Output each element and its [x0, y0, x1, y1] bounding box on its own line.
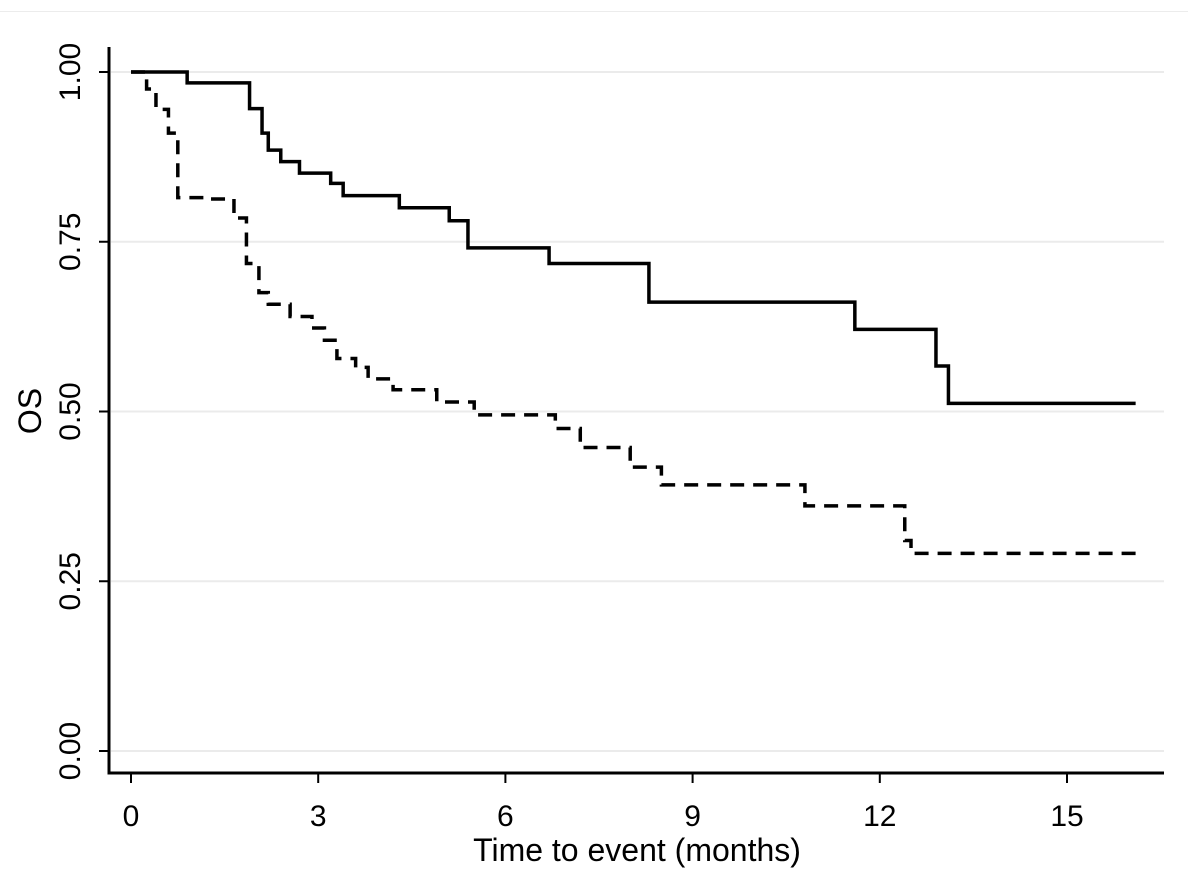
x-tick-label: 0: [123, 800, 140, 833]
series-line-1: [131, 70, 1136, 556]
x-tick-label: 9: [684, 800, 701, 833]
top-divider: [0, 11, 1188, 12]
y-axis-title: OS: [12, 388, 48, 434]
x-tick-label: 12: [863, 800, 896, 833]
x-tick-label: 6: [497, 800, 514, 833]
y-tick-label: 1.00: [54, 43, 87, 101]
x-tick-label: 15: [1050, 800, 1083, 833]
x-axis-title: Time to event (months): [473, 832, 801, 868]
y-tick-label: 0.25: [54, 552, 87, 610]
y-tick-label: 0.75: [54, 213, 87, 271]
y-tick-label: 0.00: [54, 722, 87, 780]
y-tick-label: 0.50: [54, 382, 87, 440]
series-line-0: [131, 70, 1136, 406]
x-tick-label: 3: [310, 800, 327, 833]
